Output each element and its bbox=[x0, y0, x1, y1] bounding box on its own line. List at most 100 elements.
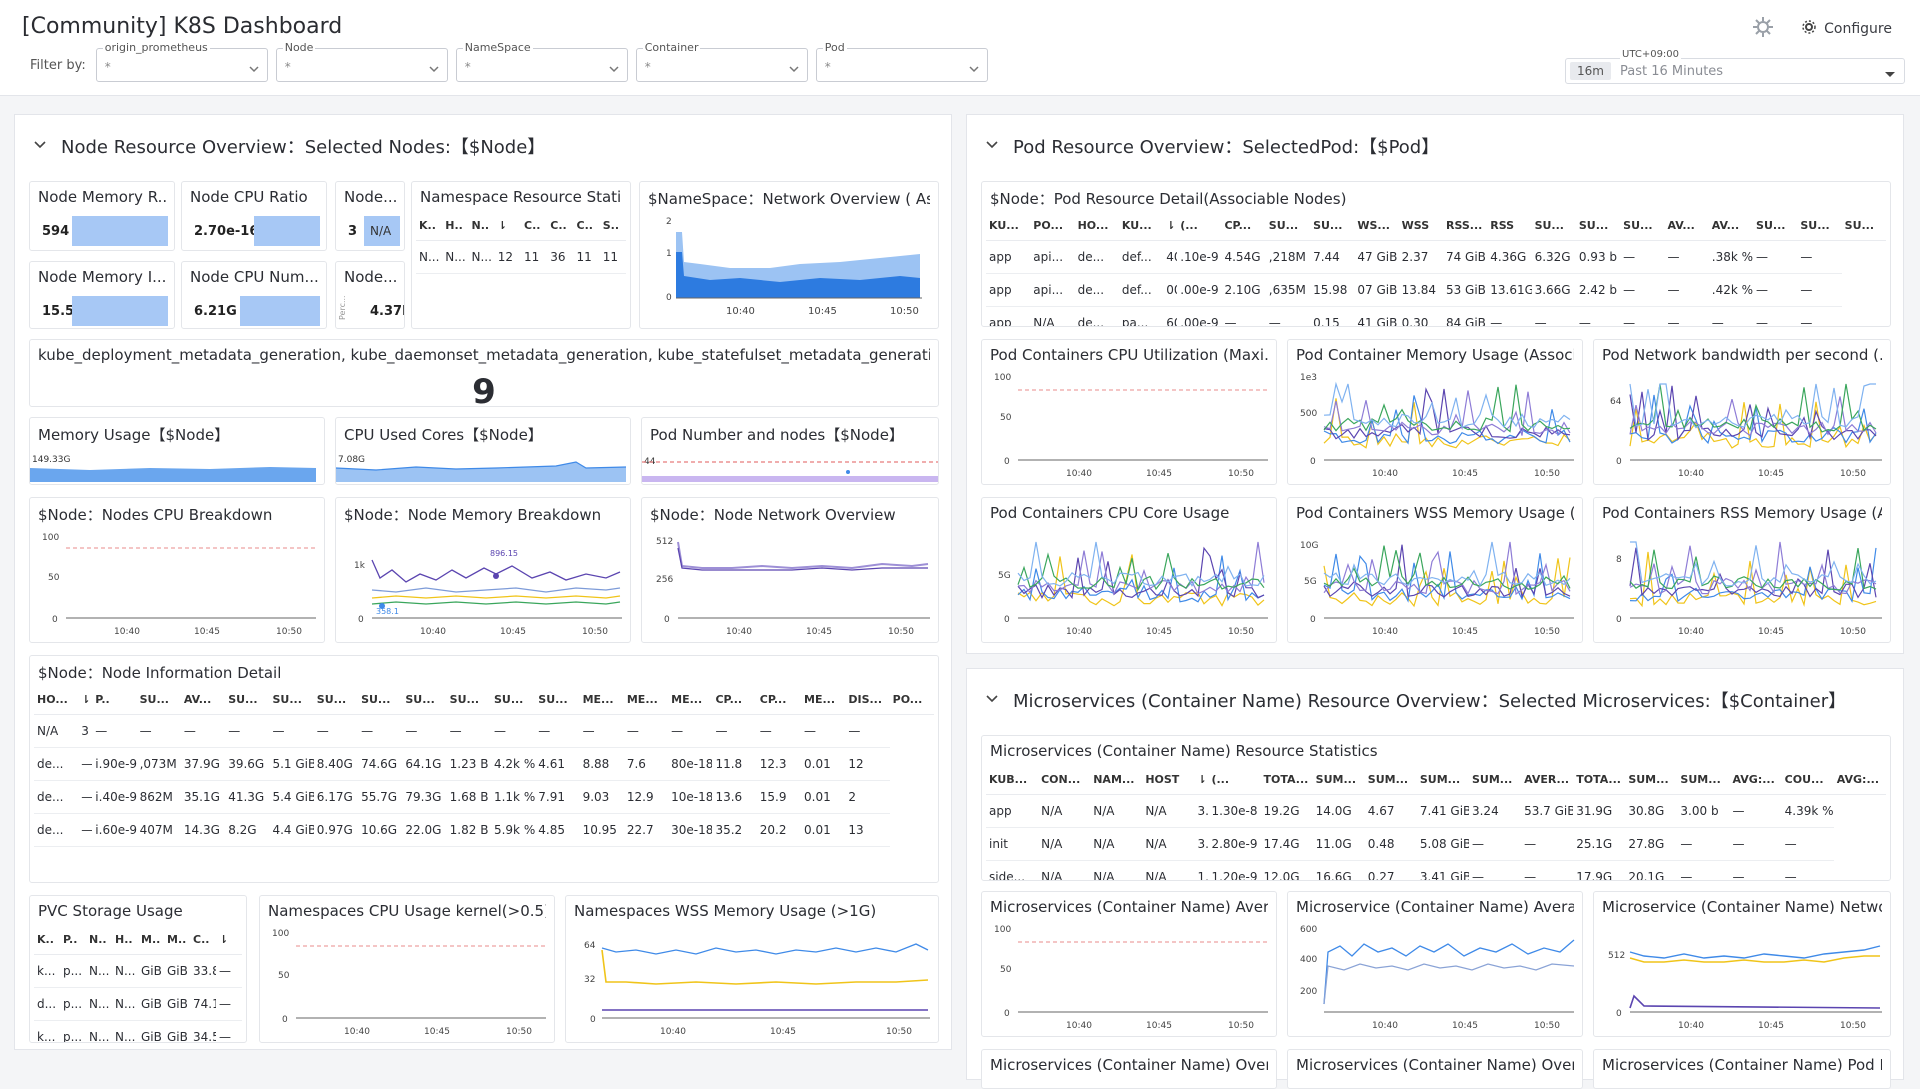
column-header[interactable]: WSS bbox=[1398, 212, 1443, 241]
microservice-avera-panel[interactable]: Microservice (Container Name) Avera... 6… bbox=[1287, 891, 1583, 1037]
column-header[interactable]: SU... bbox=[490, 686, 536, 715]
configure-button[interactable]: Configure bbox=[1802, 20, 1892, 38]
column-header[interactable]: P.. bbox=[60, 926, 86, 955]
microservices-over-panel-1[interactable]: Microservices (Container Name) Over... bbox=[981, 1049, 1277, 1089]
column-header[interactable]: COU... bbox=[1781, 766, 1834, 795]
node-memory-breakdown-panel[interactable]: $Node：Node Memory Breakdown 1k 0 896.15 … bbox=[335, 497, 631, 643]
column-header[interactable]: HOST bbox=[1142, 766, 1195, 795]
node-network-overview-panel[interactable]: $Node：Node Network Overview 512 256 0 10… bbox=[641, 497, 939, 643]
column-header[interactable]: WS... bbox=[1354, 212, 1399, 241]
column-header[interactable]: K.. bbox=[34, 926, 60, 955]
table-row[interactable]: initN/AN/AN/A3.20e-192.80e-917.4G11.0G0.… bbox=[986, 827, 1886, 861]
table-row[interactable]: de... — i.60e-9 407M 14.3G 8.2G 4.4 GiB 0.97G 10… bbox=[34, 813, 934, 847]
column-header[interactable]: K.. bbox=[416, 212, 443, 241]
microservice-netwo-panel[interactable]: Microservice (Container Name) Netwo... 5… bbox=[1593, 891, 1891, 1037]
column-header[interactable]: N.. bbox=[86, 926, 112, 955]
column-header[interactable]: ME... bbox=[668, 686, 713, 715]
column-header[interactable]: SU... bbox=[1575, 212, 1621, 241]
memory-usage-panel[interactable]: Memory Usage【$Node】 149.33G bbox=[29, 417, 325, 485]
column-header[interactable]: M.. bbox=[138, 926, 164, 955]
column-header[interactable]: P.. bbox=[92, 686, 137, 715]
column-header[interactable]: SUM... bbox=[1468, 766, 1522, 795]
node-information-detail-panel[interactable]: $Node：Node Information Detail HO... ⇂ P.. S… bbox=[29, 655, 939, 883]
microservices-pod-number-panel[interactable]: Microservices (Container Name) Pod N... bbox=[1593, 1049, 1891, 1089]
column-header[interactable]: SUM... bbox=[1677, 766, 1730, 795]
column-header[interactable]: SUM... bbox=[1312, 766, 1365, 795]
table-row[interactable]: de... — i.40e-9 862M 35.1G 41.3G 5.4 GiB 6.17G 5… bbox=[34, 780, 934, 814]
column-header[interactable]: C.. bbox=[521, 212, 548, 241]
microservices-over-panel-2[interactable]: Microservices (Container Name) Over... bbox=[1287, 1049, 1583, 1089]
column-header[interactable]: ME... bbox=[623, 686, 669, 715]
table-row[interactable]: side...N/AN/AN/A1.40e-191.20e-912.0G16.6… bbox=[986, 860, 1886, 880]
column-header[interactable]: SUM... bbox=[1416, 766, 1469, 795]
section-header[interactable]: Node Resource Overview：Selected Nodes:【$… bbox=[33, 133, 545, 159]
column-header[interactable]: PO... bbox=[889, 686, 934, 715]
column-header[interactable]: KU... bbox=[986, 212, 1031, 241]
pod-network-bandwidth-panel[interactable]: Pod Network bandwidth per second (... 64… bbox=[1593, 339, 1891, 485]
column-header[interactable]: CP... bbox=[1221, 212, 1266, 241]
section-header[interactable]: Pod Resource Overview：SelectedPod:【$Pod】 bbox=[985, 133, 1439, 159]
pod-wss-memory-panel[interactable]: Pod Containers WSS Memory Usage (... 10G… bbox=[1287, 497, 1583, 643]
column-header[interactable]: AVER... bbox=[1521, 766, 1574, 795]
filter-pod[interactable]: Pod * bbox=[815, 41, 988, 82]
stat-node-cpu-ratio[interactable]: Node CPU Ratio 2.70e-16 bbox=[181, 181, 327, 251]
column-header[interactable]: SU... bbox=[535, 686, 580, 715]
column-header[interactable]: N.. bbox=[468, 212, 495, 241]
column-header[interactable]: HO... bbox=[34, 686, 79, 715]
column-header[interactable]: KU... bbox=[1118, 212, 1164, 241]
column-header[interactable]: SUM... bbox=[1625, 766, 1678, 795]
chevron-down-icon[interactable] bbox=[33, 136, 47, 157]
column-header[interactable]: (... bbox=[1177, 212, 1222, 241]
chevron-down-icon[interactable] bbox=[985, 690, 999, 711]
column-header[interactable]: M.. bbox=[164, 926, 190, 955]
column-header[interactable]: SU... bbox=[446, 686, 491, 715]
nodes-cpu-breakdown-panel[interactable]: $Node：Nodes CPU Breakdown 100 50 0 10:40… bbox=[29, 497, 325, 643]
table-row[interactable]: appapi...de...def...00e-18.00e-92.10G,63… bbox=[986, 273, 1886, 307]
pod-cpu-utilization-panel[interactable]: Pod Containers CPU Utilization (Maxi... … bbox=[981, 339, 1277, 485]
sort-desc-icon[interactable]: ⇂ bbox=[1194, 766, 1209, 795]
column-header[interactable]: ME... bbox=[579, 686, 624, 715]
settings-cog-icon[interactable] bbox=[1752, 16, 1774, 42]
stat-node-memory-r[interactable]: Node Memory R... 594 bbox=[29, 181, 175, 251]
namespace-network-panel[interactable]: $NameSpace：Network Overview ( As... 2 1 … bbox=[639, 181, 939, 329]
column-header[interactable]: TOTA... bbox=[1260, 766, 1313, 795]
column-header[interactable]: AVG:... bbox=[1833, 766, 1886, 795]
column-header[interactable]: CP... bbox=[756, 686, 802, 715]
column-header[interactable]: SU... bbox=[1620, 212, 1665, 241]
cpu-used-cores-panel[interactable]: CPU Used Cores【$Node】 7.08G bbox=[335, 417, 631, 485]
table-row[interactable]: N... N... N... 12 11 36 11 11 bbox=[416, 240, 626, 274]
column-header[interactable]: SU... bbox=[402, 686, 447, 715]
column-header[interactable]: TOTA... bbox=[1573, 766, 1626, 795]
kube-metadata-panel[interactable]: kube_deployment_metadata_generation, kub… bbox=[29, 339, 939, 407]
column-header[interactable]: AVG:... bbox=[1729, 766, 1782, 795]
table-row[interactable]: appN/AN/AN/A3.80e-191.30e-819.2G14.0G4.6… bbox=[986, 794, 1886, 828]
column-header[interactable]: SUM... bbox=[1364, 766, 1417, 795]
filter-origin-prometheus[interactable]: origin_prometheus * bbox=[95, 41, 268, 82]
column-header[interactable]: H.. bbox=[112, 926, 138, 955]
pvc-storage-usage-panel[interactable]: PVC Storage Usage K.. P.. N.. H.. M.. M.… bbox=[29, 895, 247, 1043]
column-header[interactable]: ME... bbox=[801, 686, 846, 715]
column-header[interactable]: SU... bbox=[136, 686, 181, 715]
table-row[interactable]: appapi...de...def...40e-18.10e-94.54G,21… bbox=[986, 240, 1886, 274]
table-row[interactable]: de... — i.90e-9,073M 37.9G 39.6G 5.1 GiB 8.40G… bbox=[34, 747, 934, 781]
chevron-down-icon[interactable] bbox=[985, 136, 999, 157]
stat-node-b[interactable]: Node... Perc... 4.37k bbox=[335, 261, 405, 329]
column-header[interactable]: AV... bbox=[180, 686, 226, 715]
column-header[interactable]: SU... bbox=[1797, 212, 1842, 241]
section-header[interactable]: Microservices (Container Name) Resource … bbox=[985, 687, 1846, 713]
column-header[interactable]: S.. bbox=[599, 212, 626, 241]
column-header[interactable]: SU... bbox=[313, 686, 359, 715]
column-header[interactable]: SU... bbox=[1753, 212, 1798, 241]
filter-container[interactable]: Container * bbox=[635, 41, 808, 82]
time-range-picker[interactable]: UTC+09:00 16m Past 16 Minutes bbox=[1565, 49, 1905, 84]
namespaces-wss-memory-panel[interactable]: Namespaces WSS Memory Usage (>1G) 64 32 … bbox=[565, 895, 939, 1043]
sort-desc-icon[interactable]: ⇂ bbox=[78, 686, 93, 715]
column-header[interactable]: CP... bbox=[712, 686, 757, 715]
column-header[interactable]: SU... bbox=[1841, 212, 1886, 241]
namespace-resource-stats-panel[interactable]: Namespace Resource Stati... K.. H.. N.. … bbox=[411, 181, 631, 329]
microservices-aver-panel[interactable]: Microservices (Container Name) Aver... 1… bbox=[981, 891, 1277, 1037]
sort-desc-icon[interactable]: ⇂ bbox=[1163, 212, 1178, 241]
